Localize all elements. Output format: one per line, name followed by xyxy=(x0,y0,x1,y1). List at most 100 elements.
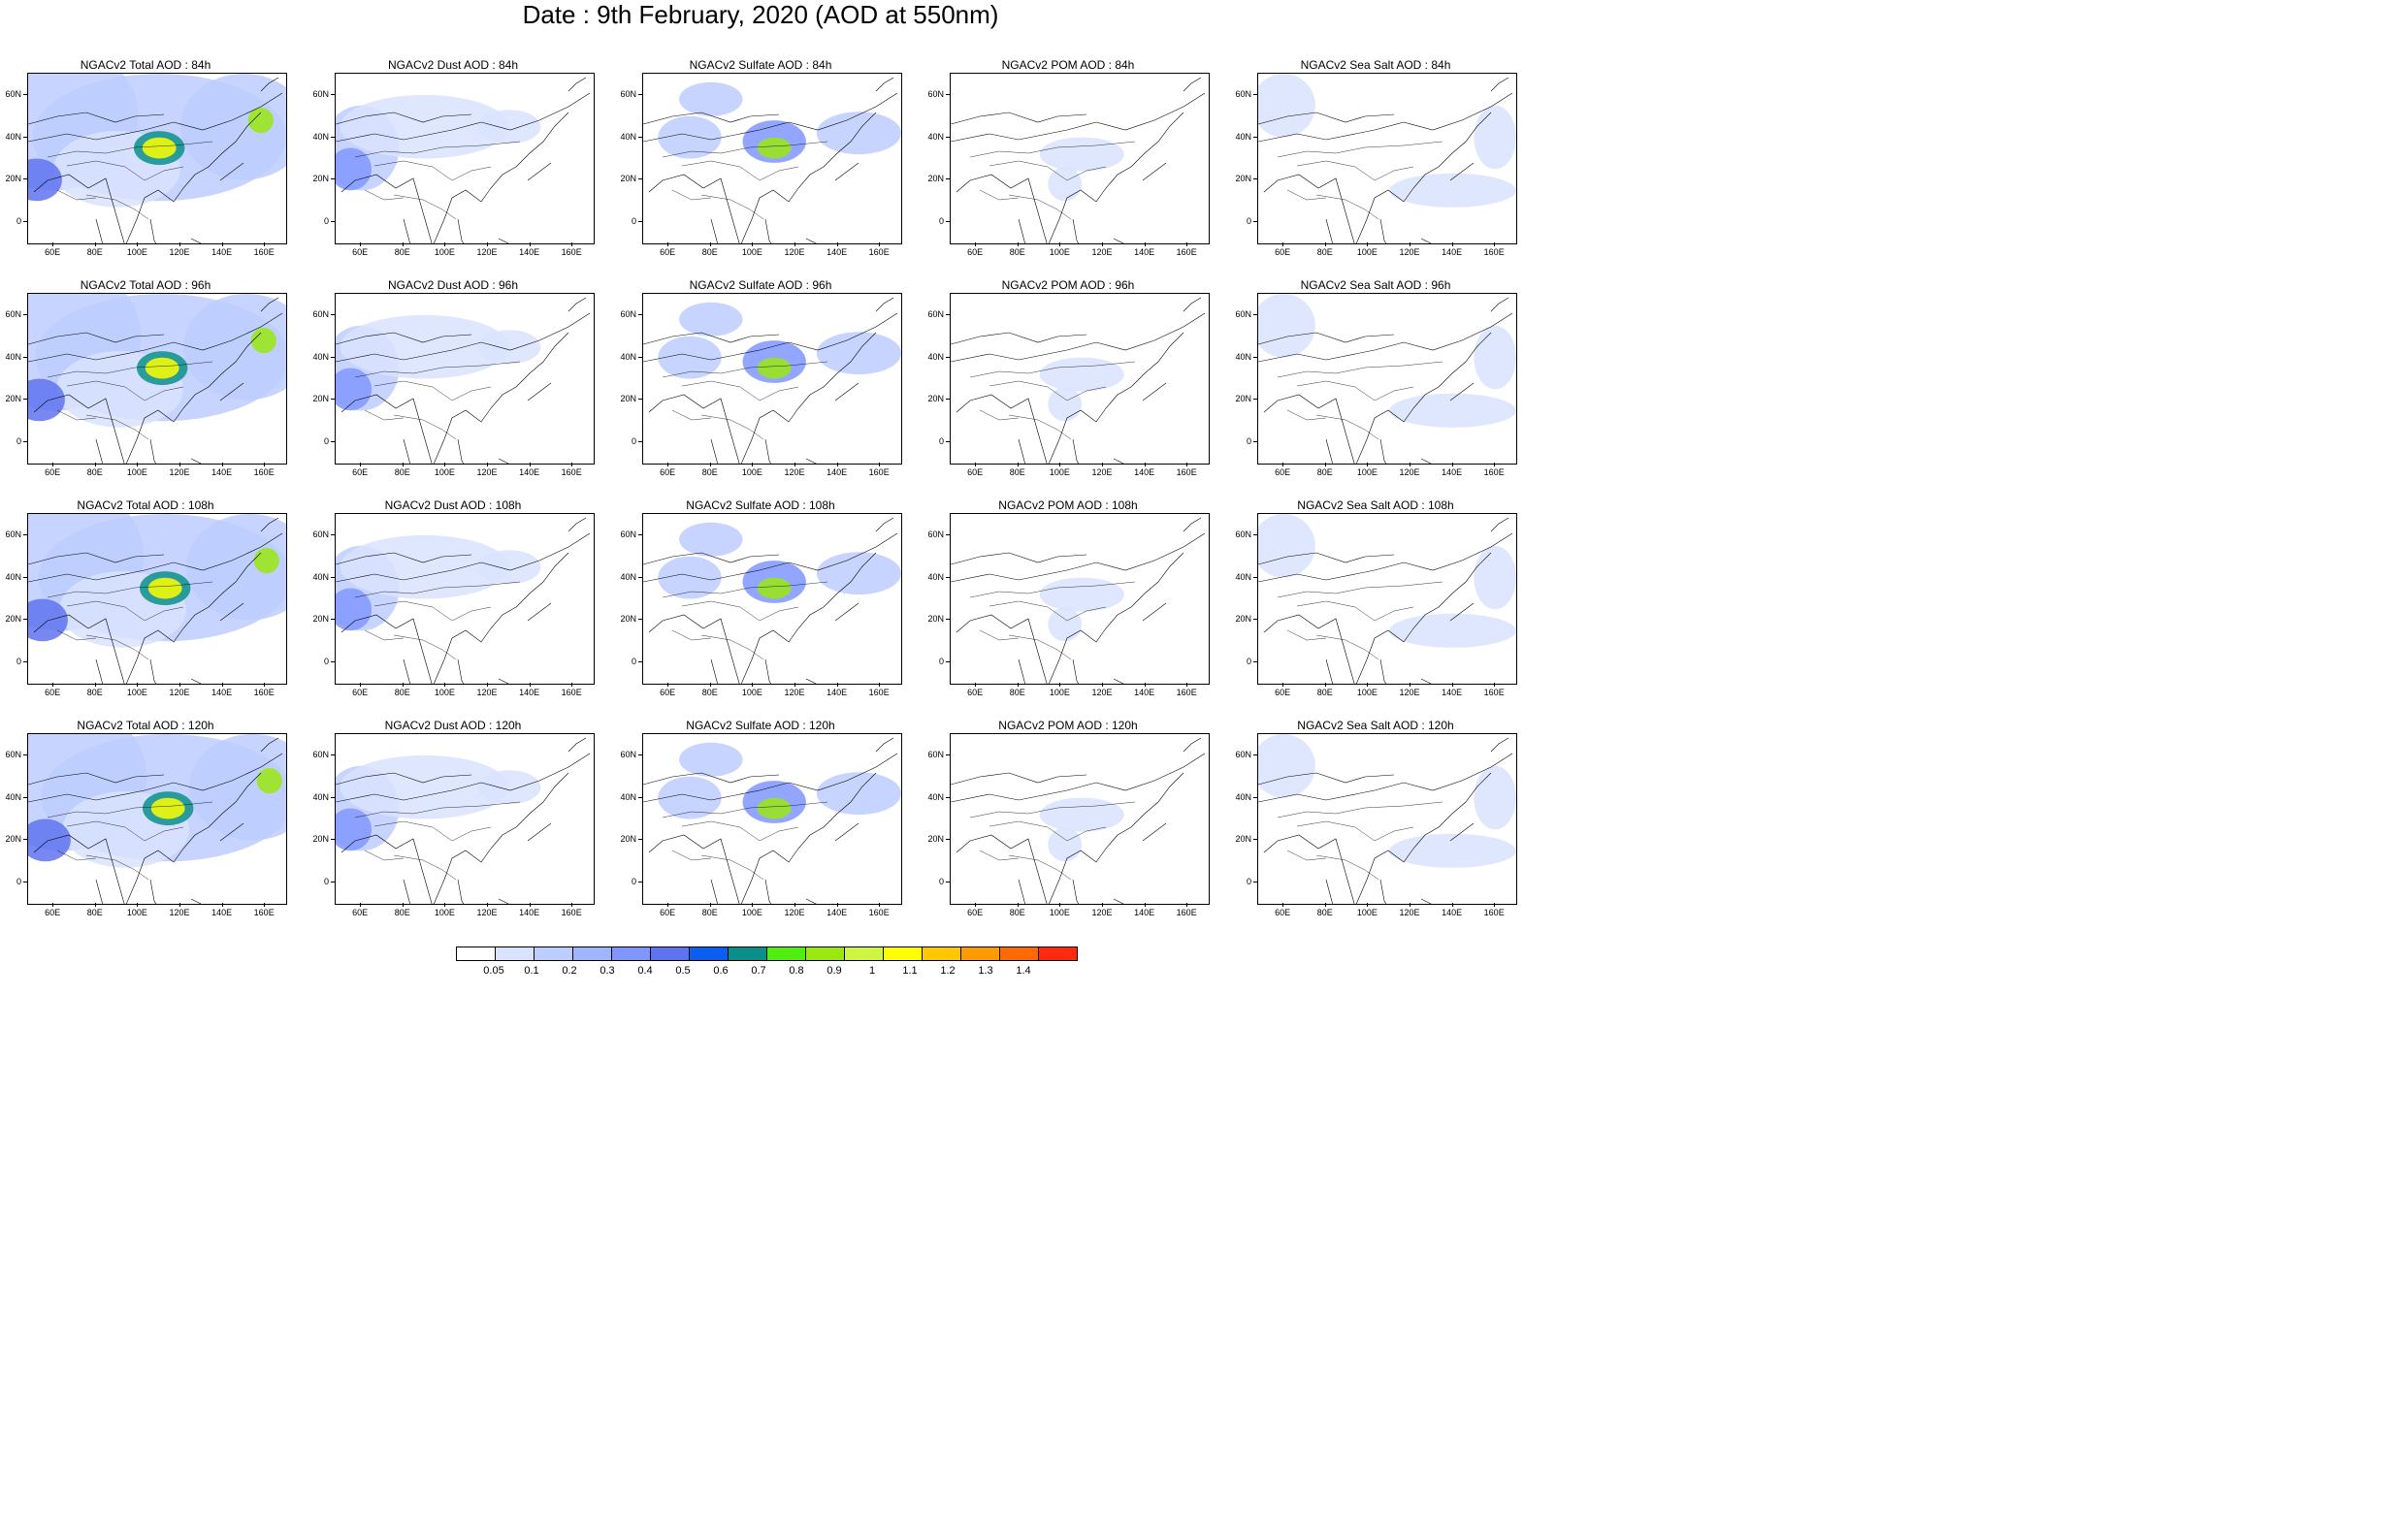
y-tick-label: 0 xyxy=(631,436,636,447)
x-tick-label: 100E xyxy=(434,908,455,917)
y-tick-label: 0 xyxy=(323,877,329,887)
country-border xyxy=(969,801,1136,818)
map-frame xyxy=(642,513,902,685)
coastline xyxy=(648,834,740,904)
x-tick xyxy=(402,463,404,466)
x-tick xyxy=(752,683,754,687)
country-border xyxy=(1296,600,1414,622)
aod-patch xyxy=(150,797,185,819)
x-tick xyxy=(137,683,139,687)
x-tick-label: 140E xyxy=(1134,247,1155,257)
y-tick-label: 20N xyxy=(5,394,21,404)
x-tick xyxy=(1102,463,1103,466)
aod-patch xyxy=(189,734,286,841)
x-tick xyxy=(667,683,669,687)
country-border xyxy=(373,380,492,401)
coastline xyxy=(567,517,587,532)
country-border xyxy=(364,850,405,861)
coastline xyxy=(1183,737,1202,753)
coastline xyxy=(1325,658,1333,684)
x-tick-label: 100E xyxy=(741,908,762,917)
coastline xyxy=(336,772,472,786)
country-border xyxy=(662,361,828,378)
x-tick xyxy=(1059,903,1061,907)
coastline xyxy=(823,332,877,388)
x-tick xyxy=(137,463,139,466)
panel-title: NGACv2 Total AOD : 84h xyxy=(80,58,211,72)
coastline xyxy=(648,614,740,684)
x-tick-label: 140E xyxy=(211,688,233,697)
coastline xyxy=(1183,297,1202,312)
y-tick-label: 60N xyxy=(5,88,21,99)
coastline xyxy=(805,898,817,904)
coastline xyxy=(219,602,244,622)
colorbar-label: 0.1 xyxy=(524,965,539,977)
y-tick-label: 40N xyxy=(1235,571,1251,582)
x-tick xyxy=(487,242,488,246)
x-tick-label: 140E xyxy=(211,908,233,917)
coastline xyxy=(515,332,569,388)
y-tick xyxy=(946,661,950,663)
y-tick xyxy=(331,136,335,138)
coastline xyxy=(1183,77,1202,92)
panel-title: NGACv2 Total AOD : 108h xyxy=(77,498,214,512)
y-tick xyxy=(638,619,642,621)
y-tick-label: 20N xyxy=(312,834,329,845)
colorbar-label: 0.05 xyxy=(483,965,504,977)
y-tick xyxy=(638,93,642,95)
coastline xyxy=(956,394,1048,464)
coastline xyxy=(190,458,202,464)
x-tick xyxy=(137,242,139,246)
coastline xyxy=(740,606,825,684)
y-tick-label: 20N xyxy=(312,614,329,625)
coastline xyxy=(764,438,772,464)
colorbar-swatch xyxy=(1000,947,1039,960)
x-tick-label: 60E xyxy=(660,467,676,477)
coastline xyxy=(28,312,283,363)
coastline xyxy=(1263,394,1355,464)
x-tick-label: 140E xyxy=(1442,247,1463,257)
coastline xyxy=(1379,218,1387,243)
coastline xyxy=(190,898,202,904)
x-tick xyxy=(571,242,573,246)
aod-patch xyxy=(1258,734,1315,798)
coastline xyxy=(1325,438,1333,464)
x-tick xyxy=(709,903,711,907)
coastline xyxy=(28,532,283,583)
panel-title: NGACv2 Total AOD : 120h xyxy=(77,719,214,732)
y-tick-label: 20N xyxy=(620,614,636,625)
coastline xyxy=(28,112,165,125)
x-tick xyxy=(1494,903,1496,907)
x-tick-label: 120E xyxy=(784,908,805,917)
aod-map xyxy=(643,737,901,904)
country-border xyxy=(671,189,712,201)
y-tick-label: 20N xyxy=(927,174,944,184)
country-border xyxy=(1296,820,1414,842)
aod-patch xyxy=(816,332,901,375)
x-tick xyxy=(1186,903,1188,907)
map-frame xyxy=(1257,293,1517,465)
x-tick-label: 120E xyxy=(476,247,498,257)
coastline xyxy=(95,438,103,464)
coastline xyxy=(433,386,517,464)
x-tick xyxy=(794,242,795,246)
country-border xyxy=(700,414,764,440)
x-tick xyxy=(360,683,362,687)
coastline xyxy=(1263,614,1355,684)
country-border xyxy=(364,189,405,201)
x-tick-label: 80E xyxy=(394,688,410,697)
coastline xyxy=(951,332,1087,345)
y-tick xyxy=(638,796,642,798)
map-frame xyxy=(27,73,287,244)
colorbar xyxy=(456,946,1078,961)
coastline xyxy=(1420,898,1432,904)
coastline xyxy=(340,394,433,464)
x-tick xyxy=(94,463,96,466)
colorbar-swatch xyxy=(884,947,923,960)
map-panel: NGACv2 Dust AOD : 120h 60N 40N 20N 0 60E 80E 10… xyxy=(308,719,599,932)
aod-map xyxy=(1258,514,1516,684)
coastline xyxy=(1355,386,1440,464)
y-tick-label: 0 xyxy=(938,216,944,227)
map-panel: NGACv2 POM AOD : 84h 60N 40N 20N 0 60E 80E 100E… xyxy=(923,58,1214,272)
aod-patch xyxy=(1389,173,1516,208)
